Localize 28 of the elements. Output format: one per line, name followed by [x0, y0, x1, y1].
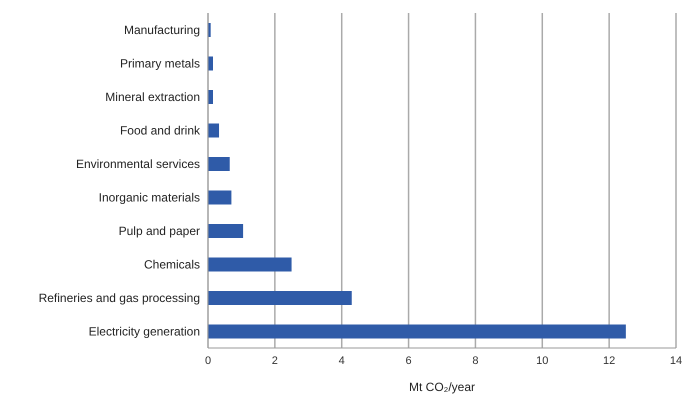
bar: [208, 56, 214, 70]
x-axis-title: Mt CO₂/year: [409, 380, 476, 394]
y-tick-label: Refineries and gas processing: [38, 291, 200, 306]
bar: [208, 157, 230, 171]
x-tick-label: 6: [406, 354, 412, 367]
y-tick-label: Pulp and paper: [118, 224, 200, 238]
bar: [208, 124, 220, 138]
bar: [208, 190, 232, 204]
bar: [208, 324, 626, 338]
y-tick-label: Manufacturing: [124, 23, 200, 38]
x-tick-label: 10: [536, 354, 548, 367]
y-tick-label: Mineral extraction: [105, 90, 200, 104]
x-tick-label: 8: [472, 354, 478, 367]
bar: [208, 258, 292, 272]
x-tick-label: 0: [204, 354, 212, 367]
bar: [208, 291, 352, 305]
y-tick-label: Environmental services: [76, 157, 200, 172]
y-tick-label: Primary metals: [120, 56, 200, 71]
x-tick-label: 12: [603, 354, 616, 367]
x-tick-label: 4: [338, 354, 345, 367]
bar: [208, 90, 214, 104]
x-tick-label: 14: [670, 354, 682, 367]
y-tick-label: Electricity generation: [88, 324, 200, 339]
y-tick-label: Chemicals: [144, 258, 200, 272]
y-tick-label: Inorganic materials: [98, 190, 200, 205]
x-tick-label: 2: [272, 354, 278, 367]
bar: [208, 224, 244, 238]
y-tick-label: Food and drink: [120, 124, 201, 138]
